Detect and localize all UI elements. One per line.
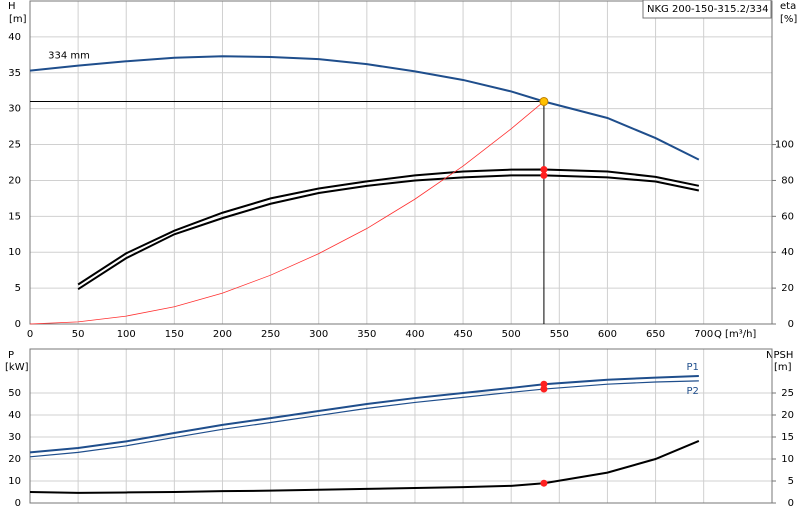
- x-tick-label: 150: [165, 329, 184, 340]
- series-line: [77, 174, 700, 291]
- y2-label: NPSH: [766, 350, 793, 361]
- series-line: [29, 380, 699, 458]
- y-tick-label: 50: [8, 388, 21, 399]
- y2-tick-label: 10: [781, 454, 794, 465]
- y2-tick-label: 20: [781, 410, 794, 421]
- y-unit: [kW]: [5, 362, 29, 373]
- x-tick-label: 400: [405, 329, 424, 340]
- y-tick-label: 15: [8, 211, 21, 222]
- y-tick-label: 5: [15, 283, 21, 294]
- series-label: 334 mm: [48, 51, 90, 62]
- x-tick-label: 550: [550, 329, 569, 340]
- y2-tick-label: 0: [788, 319, 794, 330]
- y-tick-label: 10: [8, 476, 21, 487]
- chart-title: NKG 200-150-315.2/334: [647, 4, 768, 15]
- duty-marker: [540, 479, 548, 487]
- y2-tick-label: 60: [781, 211, 794, 222]
- y-tick-label: 0: [15, 498, 21, 509]
- x-tick-label: 450: [454, 329, 473, 340]
- y2-label: eta: [780, 1, 796, 12]
- series-label: P2: [686, 386, 698, 397]
- y-tick-label: 0: [15, 319, 21, 330]
- x-tick-label: 50: [72, 329, 85, 340]
- y2-tick-label: 0: [788, 498, 794, 509]
- y-tick-label: 40: [8, 410, 21, 421]
- y-label: H: [8, 1, 16, 12]
- y-tick-label: 30: [8, 104, 21, 115]
- x-tick-label: 350: [357, 329, 376, 340]
- duty-marker: [540, 165, 548, 173]
- y-tick-label: 35: [8, 68, 21, 79]
- x-tick-label: 0: [27, 329, 33, 340]
- x-tick-label: 650: [646, 329, 665, 340]
- y2-unit: [%]: [780, 14, 797, 25]
- series-line: [29, 55, 700, 161]
- duty-marker: [540, 171, 548, 179]
- y-tick-label: 30: [8, 432, 21, 443]
- x-tick-label: 250: [261, 329, 280, 340]
- x-tick-label: 200: [213, 329, 232, 340]
- y2-tick-label: 20: [781, 283, 794, 294]
- y-tick-label: 40: [8, 32, 21, 43]
- series-line: [29, 101, 545, 325]
- plot-frame: [29, 0, 773, 325]
- y2-tick-label: 40: [781, 247, 794, 258]
- y2-tick-label: 100: [775, 140, 794, 151]
- x-label: Q [m³/h]: [714, 329, 756, 340]
- y2-tick-label: 80: [781, 175, 794, 186]
- x-tick-label: 700: [694, 329, 713, 340]
- duty-point: [539, 96, 549, 106]
- x-tick-label: 500: [502, 329, 521, 340]
- y-tick-label: 20: [8, 454, 21, 465]
- y-label: P: [8, 350, 14, 361]
- duty-marker: [540, 380, 548, 388]
- series-line: [77, 168, 700, 286]
- series-line: [29, 375, 699, 454]
- y2-unit: [m]: [774, 362, 792, 373]
- y-tick-label: 10: [8, 247, 21, 258]
- y-tick-label: 20: [8, 175, 21, 186]
- series-line: [29, 440, 700, 494]
- x-tick-label: 100: [117, 329, 136, 340]
- x-tick-label: 600: [598, 329, 617, 340]
- x-tick-label: 300: [309, 329, 328, 340]
- y-tick-label: 25: [8, 140, 21, 151]
- y2-tick-label: 25: [781, 388, 794, 399]
- duty-marker: [540, 385, 548, 393]
- y-unit: [m]: [9, 14, 27, 25]
- plot-frame: [29, 348, 773, 504]
- series-label: P1: [686, 362, 698, 373]
- y2-tick-label: 15: [781, 432, 794, 443]
- y2-tick-label: 5: [788, 476, 794, 487]
- title-box: [642, 0, 772, 19]
